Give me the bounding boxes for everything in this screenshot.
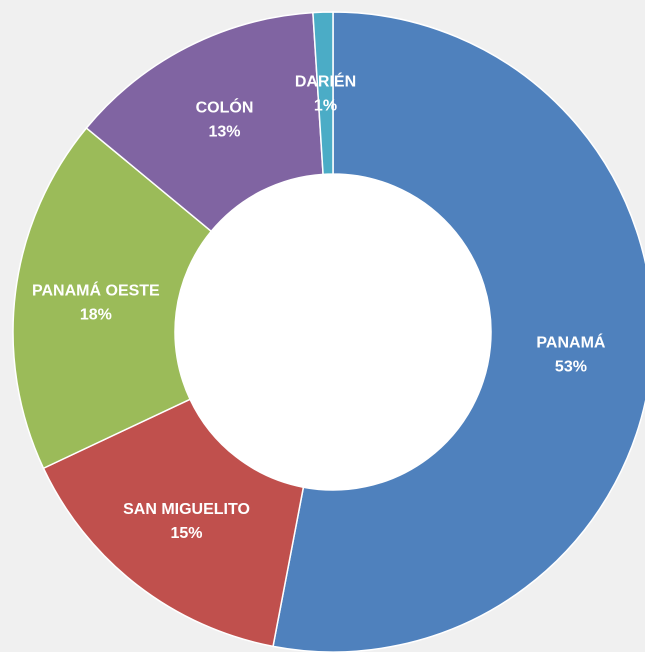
slice-value-label: 15% bbox=[170, 525, 202, 542]
slice-label: COLÓN bbox=[196, 97, 254, 116]
slice-label: DARIÉN bbox=[295, 71, 356, 90]
slice-label: PANAMÁ OESTE bbox=[32, 280, 160, 299]
slice-value-label: 1% bbox=[314, 97, 337, 114]
slice-value-label: 18% bbox=[80, 306, 112, 323]
slice-label: SAN MIGUELITO bbox=[123, 501, 250, 518]
slice-label: PANAMÁ bbox=[536, 333, 605, 352]
slice-value-label: 53% bbox=[555, 359, 587, 376]
donut-hole bbox=[175, 174, 491, 490]
slice-value-label: 13% bbox=[208, 123, 240, 140]
